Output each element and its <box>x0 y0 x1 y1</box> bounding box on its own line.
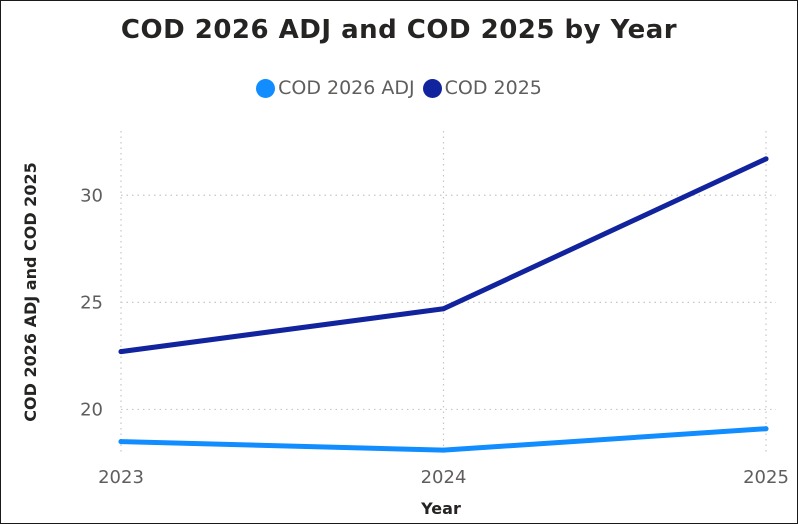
data-point-cod-2025-2025[interactable] <box>763 156 769 162</box>
y-tick-label-25: 25 <box>80 292 103 313</box>
series-lines <box>118 156 769 453</box>
legend-item-cod-2026-adj[interactable]: COD 2026 ADJ <box>256 77 415 99</box>
gridlines <box>120 131 776 453</box>
legend-marker-cod-2026-adj <box>256 78 276 98</box>
x-tick-label-2024: 2024 <box>421 467 467 488</box>
series-line-cod-2025[interactable] <box>118 156 769 355</box>
data-point-cod-2025-2024[interactable] <box>441 306 446 312</box>
x-axis-label: Year <box>420 499 461 518</box>
x-axis-ticks: 2023 2024 2025 <box>98 467 789 488</box>
legend-marker-cod-2025 <box>422 78 442 98</box>
data-point-cod-2026-adj-2024[interactable] <box>441 447 446 453</box>
y-tick-label-30: 30 <box>80 185 103 206</box>
y-axis-ticks: 20 25 30 <box>80 185 103 420</box>
legend-label-cod-2025: COD 2025 <box>444 77 542 99</box>
y-tick-label-20: 20 <box>80 399 103 420</box>
chart-title: COD 2026 ADJ and COD 2025 by Year <box>120 15 678 45</box>
data-point-cod-2026-adj-2025[interactable] <box>763 426 769 432</box>
x-tick-label-2023: 2023 <box>98 467 144 488</box>
y-axis-label: COD 2026 ADJ and COD 2025 <box>21 162 40 421</box>
x-tick-label-2025: 2025 <box>743 467 789 488</box>
data-point-cod-2025-2023[interactable] <box>118 349 124 355</box>
legend-label-cod-2026-adj: COD 2026 ADJ <box>278 77 415 99</box>
legend: COD 2026 ADJ COD 2025 <box>1 77 797 99</box>
legend-item-cod-2025[interactable]: COD 2025 <box>422 77 542 99</box>
data-point-cod-2026-adj-2023[interactable] <box>118 439 124 445</box>
